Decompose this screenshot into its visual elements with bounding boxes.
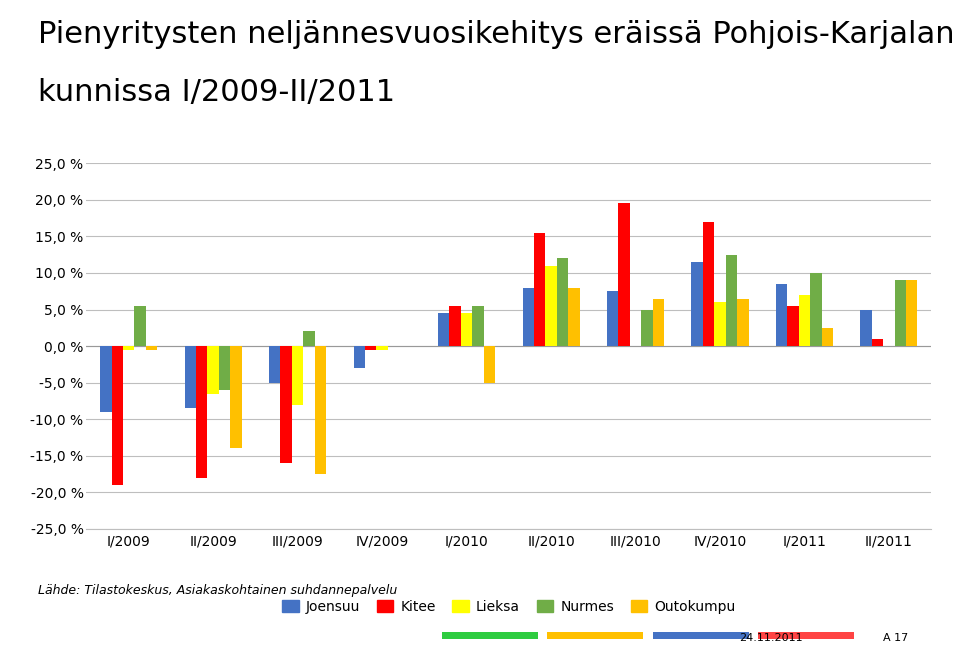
Bar	[534, 232, 545, 346]
Text: A 17: A 17	[883, 633, 908, 643]
Bar	[522, 287, 534, 346]
Bar	[737, 298, 749, 346]
Bar	[776, 284, 787, 346]
Bar	[438, 313, 449, 346]
Bar	[219, 346, 230, 390]
Bar	[641, 310, 653, 346]
Bar	[787, 306, 799, 346]
Bar	[484, 346, 495, 383]
Bar	[472, 306, 484, 346]
Bar	[184, 346, 196, 408]
Bar	[146, 346, 157, 350]
Bar	[196, 346, 207, 478]
Bar	[714, 302, 726, 346]
Bar	[280, 346, 292, 463]
Bar	[365, 346, 376, 350]
Bar	[726, 255, 737, 346]
Bar	[618, 204, 630, 346]
Bar	[303, 332, 315, 346]
Bar	[799, 295, 810, 346]
Bar	[111, 346, 123, 485]
Bar	[568, 287, 580, 346]
Bar	[557, 259, 568, 346]
Bar	[123, 346, 134, 350]
Bar	[376, 346, 388, 350]
Bar	[269, 346, 280, 383]
Bar	[315, 346, 326, 474]
Bar	[895, 280, 906, 346]
Bar	[703, 222, 714, 346]
Bar	[691, 262, 703, 346]
Bar	[449, 306, 461, 346]
Bar	[860, 310, 872, 346]
Bar	[100, 346, 111, 412]
Bar	[292, 346, 303, 405]
Bar	[822, 328, 833, 346]
Bar	[906, 280, 918, 346]
Text: 24.11.2011: 24.11.2011	[739, 633, 803, 643]
Bar	[461, 313, 472, 346]
Text: kunnissa I/2009-II/2011: kunnissa I/2009-II/2011	[38, 78, 396, 107]
Bar	[810, 273, 822, 346]
Bar	[353, 346, 365, 368]
Bar	[872, 339, 883, 346]
Text: Pienyritysten neljännesvuosikehitys eräissä Pohjois-Karjalan: Pienyritysten neljännesvuosikehitys eräi…	[38, 20, 955, 48]
Bar	[653, 298, 664, 346]
Bar	[207, 346, 219, 394]
Legend: Joensuu, Kitee, Lieksa, Nurmes, Outokumpu: Joensuu, Kitee, Lieksa, Nurmes, Outokump…	[276, 594, 741, 620]
Bar	[230, 346, 242, 449]
Bar	[134, 306, 146, 346]
Bar	[607, 291, 618, 346]
Text: Lähde: Tilastokeskus, Asiakaskohtainen suhdannepalvelu: Lähde: Tilastokeskus, Asiakaskohtainen s…	[38, 584, 397, 597]
Bar	[545, 266, 557, 346]
